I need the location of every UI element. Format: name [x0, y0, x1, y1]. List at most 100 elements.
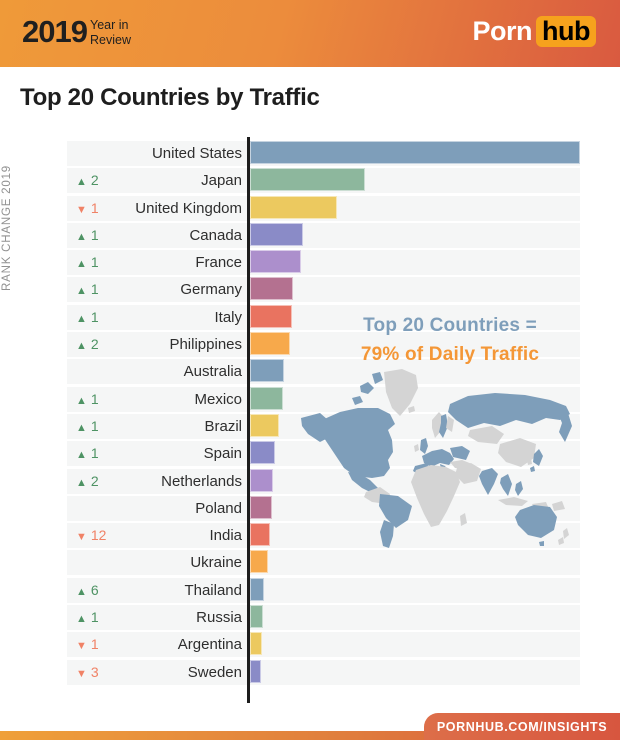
world-map — [301, 369, 572, 548]
chart-row: United States — [67, 141, 580, 166]
traffic-bar — [250, 332, 290, 356]
chart-row: ▲ 1 Russia — [67, 605, 580, 631]
country-label: Italy — [214, 308, 242, 326]
up-arrow-icon: ▲ — [76, 476, 87, 489]
traffic-bar — [250, 359, 284, 383]
chart-row: ▲ 2 Philippines — [67, 332, 580, 358]
traffic-bar — [250, 141, 580, 164]
chart-row: ▲ 1 Italy — [67, 304, 580, 330]
country-label: Philippines — [169, 336, 242, 354]
map-new-zealand — [558, 528, 569, 545]
country-label: Mexico — [194, 390, 242, 408]
traffic-bar — [250, 168, 365, 192]
map-india — [479, 468, 498, 495]
traffic-bar — [250, 632, 262, 656]
rank-up-indicator: ▲ 1 — [76, 254, 99, 271]
map-china — [498, 438, 536, 467]
traffic-bar — [250, 222, 303, 246]
traffic-bar — [250, 468, 273, 492]
chart-row: ▼ 1 United Kingdom — [67, 195, 580, 221]
map-central-asia — [468, 426, 504, 444]
map-middle-east — [455, 463, 481, 484]
rank-up-indicator: ▲ 2 — [76, 472, 99, 489]
country-label: United States — [151, 145, 242, 162]
map-mexico — [348, 472, 380, 494]
traffic-bar — [250, 605, 263, 629]
logo-text-porn: Porn — [472, 16, 533, 46]
rank-down-indicator: ▼ 1 — [76, 199, 99, 216]
traffic-bar — [250, 441, 275, 465]
map-madagascar — [460, 513, 467, 526]
logo-text-hub: hub — [536, 16, 596, 47]
traffic-bar — [250, 495, 272, 519]
rank-down-indicator: ▼ 12 — [76, 527, 107, 544]
country-label: Australia — [183, 363, 242, 381]
traffic-bar — [250, 277, 293, 301]
traffic-bar — [250, 577, 264, 601]
chart-row: Ukraine — [67, 550, 580, 576]
traffic-annotation: Top 20 Countries = 79% of Daily Traffic — [325, 311, 575, 369]
subtitle-line1: Year in — [90, 18, 129, 32]
country-label: Spain — [203, 445, 242, 463]
country-label: Ukraine — [190, 554, 242, 572]
country-label: United Kingdom — [135, 199, 242, 217]
map-finland — [446, 416, 454, 432]
rank-up-indicator: ▲ 1 — [76, 417, 99, 434]
map-ireland — [414, 444, 419, 452]
up-arrow-icon: ▲ — [76, 394, 87, 407]
up-arrow-icon: ▲ — [76, 230, 87, 243]
rank-up-indicator: ▲ 1 — [76, 390, 99, 407]
map-brazil — [379, 494, 412, 528]
up-arrow-icon: ▲ — [76, 340, 87, 353]
map-kamchatka — [559, 413, 572, 442]
insights-url-link[interactable]: PORNHUB.COM/INSIGHTS — [424, 713, 620, 740]
up-arrow-icon: ▲ — [76, 258, 87, 271]
map-philippines — [515, 481, 523, 496]
map-western-europe — [422, 449, 454, 467]
rank-up-indicator: ▲ 6 — [76, 581, 99, 598]
up-arrow-icon: ▲ — [76, 585, 87, 598]
chart-row: ▲ 1 Germany — [67, 277, 580, 303]
annotation-line2: 79% of Daily Traffic — [360, 344, 540, 365]
rank-up-indicator: ▲ 1 — [76, 445, 99, 462]
map-australia — [515, 505, 557, 538]
up-arrow-icon: ▲ — [76, 613, 87, 626]
country-label: Brazil — [204, 417, 242, 435]
down-arrow-icon: ▼ — [76, 667, 87, 680]
country-label: Canada — [189, 226, 242, 244]
chart-row: ▲ 1 Spain — [67, 441, 580, 467]
country-label: Netherlands — [161, 472, 242, 490]
country-label: Russia — [196, 609, 242, 627]
up-arrow-icon: ▲ — [76, 176, 87, 189]
country-label: Germany — [180, 281, 242, 299]
country-label: Argentina — [177, 636, 242, 654]
up-arrow-icon: ▲ — [76, 312, 87, 325]
page-title: Top 20 Countries by Traffic — [20, 84, 320, 111]
map-canada-usa — [320, 408, 395, 478]
year-label: 2019 — [22, 14, 88, 49]
map-arctic-islands — [352, 372, 383, 405]
rank-up-indicator: ▲ 1 — [76, 281, 99, 298]
map-argentina-chile — [380, 520, 394, 548]
map-japan — [530, 449, 543, 472]
y-axis-label: RANK CHANGE 2019 — [1, 165, 13, 291]
traffic-bar — [250, 250, 301, 274]
rank-up-indicator: ▲ 1 — [76, 308, 99, 325]
map-alaska — [301, 413, 328, 442]
map-thailand — [500, 474, 512, 496]
country-label: Poland — [195, 499, 242, 517]
map-greenland — [384, 369, 418, 416]
map-korea — [527, 458, 532, 465]
chart-row: Australia — [67, 359, 580, 385]
axis-baseline — [247, 137, 250, 703]
map-iceland — [408, 406, 415, 413]
chart-row: Poland — [67, 495, 580, 521]
map-africa — [411, 465, 460, 527]
rank-up-indicator: ▲ 1 — [76, 609, 99, 626]
header-bar: 2019 Year in Review Porn hub — [0, 0, 620, 67]
up-arrow-icon: ▲ — [76, 421, 87, 434]
country-label: India — [209, 527, 242, 545]
country-label: Thailand — [184, 581, 242, 599]
chart-row: ▲ 1 Canada — [67, 222, 580, 248]
